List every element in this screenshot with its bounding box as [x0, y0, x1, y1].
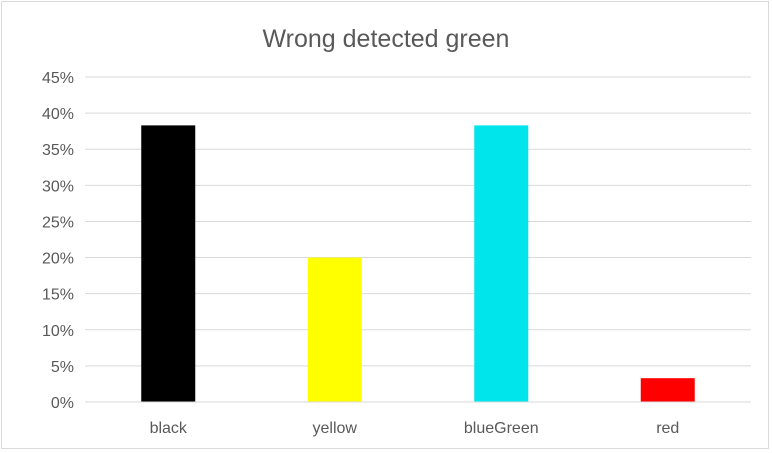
y-tick-label: 15%	[42, 287, 74, 304]
y-tick-label: 45%	[42, 70, 74, 87]
bar-chart: Wrong detected green 0% 5% 10% 15% 20% 25% 30%…	[42, 25, 751, 437]
x-tick-label-red: red	[656, 420, 679, 437]
y-tick-label: 10%	[42, 323, 74, 340]
x-tick-label-yellow: yellow	[313, 420, 358, 437]
y-tick-label: 35%	[42, 142, 74, 159]
x-axis-tick-labels: black yellow blueGreen red	[150, 420, 680, 437]
y-tick-label: 25%	[42, 214, 74, 231]
y-tick-label: 30%	[42, 178, 74, 195]
bar-blueGreen	[474, 125, 529, 402]
x-tick-label-blueGreen: blueGreen	[464, 420, 539, 437]
bar-red	[640, 378, 695, 402]
y-axis-tick-labels: 0% 5% 10% 15% 20% 25% 30% 35% 40% 45%	[42, 70, 74, 412]
y-tick-label: 40%	[42, 106, 74, 123]
y-tick-label: 5%	[51, 359, 74, 376]
y-tick-label: 0%	[51, 395, 74, 412]
bars	[85, 125, 751, 403]
chart-title: Wrong detected green	[263, 25, 510, 53]
bar-yellow	[307, 257, 362, 402]
x-tick-label-black: black	[150, 420, 188, 437]
bar-black	[141, 125, 196, 402]
gridlines	[85, 76, 751, 403]
y-tick-label: 20%	[42, 251, 74, 268]
